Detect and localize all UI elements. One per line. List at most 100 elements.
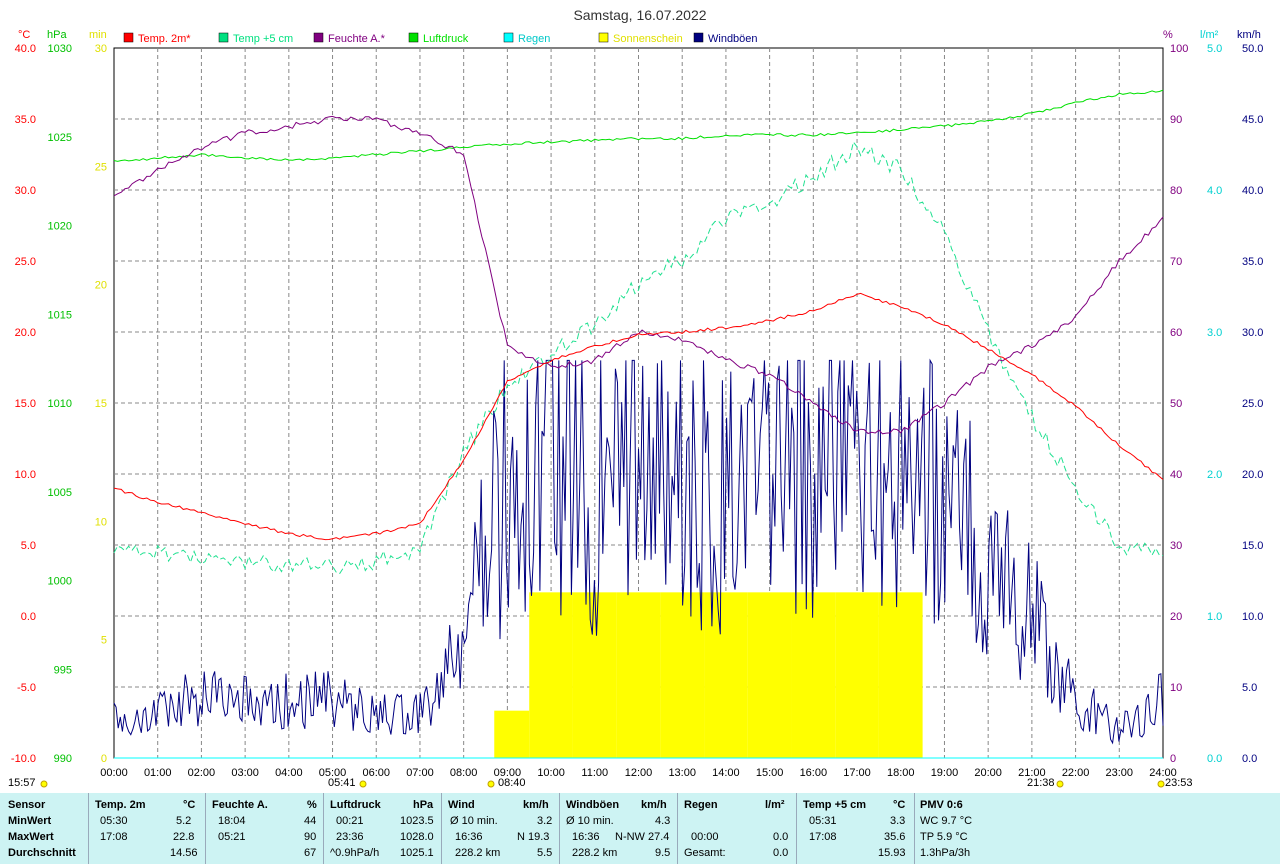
pct-tick-label: 60 (1170, 327, 1182, 339)
temp-tick-label: -10.0 (11, 753, 36, 765)
min-tick-label: 20 (95, 280, 107, 292)
luftdruck-max: 1028.0 (400, 831, 434, 843)
temp5-min-time: 05:31 (809, 815, 837, 827)
kmh-tick-label: 15.0 (1242, 540, 1263, 552)
column-divider (796, 793, 797, 864)
x-tick-label: 24:00 (1149, 767, 1177, 779)
pct-tick-label: 100 (1170, 43, 1188, 55)
kmh-tick-label: 10.0 (1242, 611, 1263, 623)
pct-tick-label: 40 (1170, 469, 1182, 481)
pct-tick-label: 80 (1170, 185, 1182, 197)
sunshine-bar (704, 592, 748, 758)
row-label-max: MaxWert (8, 831, 54, 843)
temp-tick-label: 5.0 (21, 540, 36, 552)
x-tick-label: 20:00 (974, 767, 1002, 779)
wind-r3-label: 228.2 km (455, 847, 501, 859)
legend-label: Temp. 2m* (138, 33, 191, 45)
min-tick-label: 10 (95, 516, 107, 528)
temp-tick-label: 40.0 (15, 43, 36, 55)
temp2m-min-time: 05:30 (100, 815, 128, 827)
series-line-windboen (113, 358, 1164, 745)
sunshine-bar (494, 710, 530, 758)
rain-tick-label: 3.0 (1207, 327, 1222, 339)
temp5-max-time: 17:08 (809, 831, 837, 843)
sunshine-bar (660, 592, 705, 758)
kmh-tick-label: 40.0 (1242, 185, 1263, 197)
legend-label: Feuchte A.* (328, 33, 386, 45)
x-tick-label: 11:00 (581, 767, 608, 779)
sunshine-bar (572, 592, 617, 758)
luftdruck-min-time: 00:21 (336, 815, 364, 827)
legend-swatch (313, 32, 324, 43)
x-tick-label: 16:00 (800, 767, 828, 779)
temp-tick-label: 25.0 (15, 256, 36, 268)
pct-tick-label: 20 (1170, 611, 1182, 623)
x-tick-label: 01:00 (144, 767, 172, 779)
regen-r2-label: 00:00 (691, 831, 719, 843)
min-tick-label: 15 (95, 398, 107, 410)
temp-unit-label: °C (18, 29, 30, 41)
marker-label: 21:38 (1027, 777, 1055, 789)
legend-swatch (693, 32, 704, 43)
pct-tick-label: 90 (1170, 114, 1182, 126)
chart-title: Samstag, 16.07.2022 (573, 7, 706, 23)
legend-label: Luftdruck (423, 33, 469, 45)
hpa-tick-label: 990 (54, 753, 72, 765)
x-tick-label: 07:00 (406, 767, 434, 779)
series-line-temp5 (113, 140, 1164, 575)
axis-ticks: 00:00 01:00 02:00 03:00 04:00 05:00 06:00 07:00… (11, 43, 1264, 779)
pmv-trend: 1.3hPa/3h (920, 847, 971, 859)
sun-icon (487, 780, 495, 788)
legend-swatch (408, 32, 419, 43)
x-tick-label: 06:00 (362, 767, 390, 779)
row-label-avg: Durchschnitt (8, 847, 76, 859)
wind-unit: km/h (523, 799, 549, 811)
hpa-tick-label: 1005 (48, 487, 72, 499)
temp-tick-label: 0.0 (21, 611, 36, 623)
sunshine-bar (747, 592, 792, 758)
row-label-min: MinWert (8, 815, 52, 827)
series-line-luftdruck (113, 89, 1164, 162)
pct-tick-label: 50 (1170, 398, 1182, 410)
hpa-tick-label: 1010 (48, 398, 72, 410)
wind-r2-value: N 19.3 (517, 831, 550, 843)
moon-icon (1056, 780, 1064, 788)
legend-swatch (503, 32, 514, 43)
hpa-tick-label: 1025 (48, 132, 72, 144)
column-divider (914, 793, 915, 864)
wind-r1-value: 3.2 (537, 815, 553, 827)
feuchte-max-time: 05:21 (218, 831, 246, 843)
temp5-avg: 15.93 (878, 847, 906, 859)
kmh-tick-label: 25.0 (1242, 398, 1263, 410)
marker-label: 23:53 (1165, 777, 1193, 789)
temp5-max: 35.6 (884, 831, 906, 843)
feuchte-unit: % (307, 799, 317, 811)
temp2m-max: 22.8 (173, 831, 195, 843)
pct-tick-label: 0 (1170, 753, 1176, 765)
pmv-tp: TP 5.9 °C (920, 831, 968, 843)
windboen-r3-label: 228.2 km (572, 847, 618, 859)
kmh-tick-label: 0.0 (1242, 753, 1257, 765)
kmh-tick-label: 45.0 (1242, 114, 1263, 126)
column-divider (323, 793, 324, 864)
temp2m-unit: °C (183, 799, 196, 811)
chart-series (113, 89, 1164, 759)
kmh-tick-label: 35.0 (1242, 256, 1263, 268)
windboen-r1-label: Ø 10 min. (566, 815, 614, 827)
temp5-unit: °C (893, 799, 906, 811)
hpa-tick-label: 995 (54, 664, 72, 676)
x-tick-label: 18:00 (887, 767, 915, 779)
min-unit-label: min (89, 29, 107, 41)
temp2m-avg: 14.56 (170, 847, 198, 859)
kmh-tick-label: 30.0 (1242, 327, 1263, 339)
column-divider (441, 793, 442, 864)
x-tick-label: 05:00 (319, 767, 347, 779)
windboen-r3-value: 9.5 (655, 847, 671, 859)
temp-tick-label: 10.0 (15, 469, 36, 481)
windboen-r2-label: 16:36 (572, 831, 600, 843)
regen-header: Regen (684, 799, 718, 811)
hpa-tick-label: 1030 (48, 43, 72, 55)
pmv-wc: WC 9.7 °C (920, 815, 973, 827)
rain-tick-label: 2.0 (1207, 469, 1222, 481)
feuchte-header: Feuchte A. (212, 799, 268, 811)
